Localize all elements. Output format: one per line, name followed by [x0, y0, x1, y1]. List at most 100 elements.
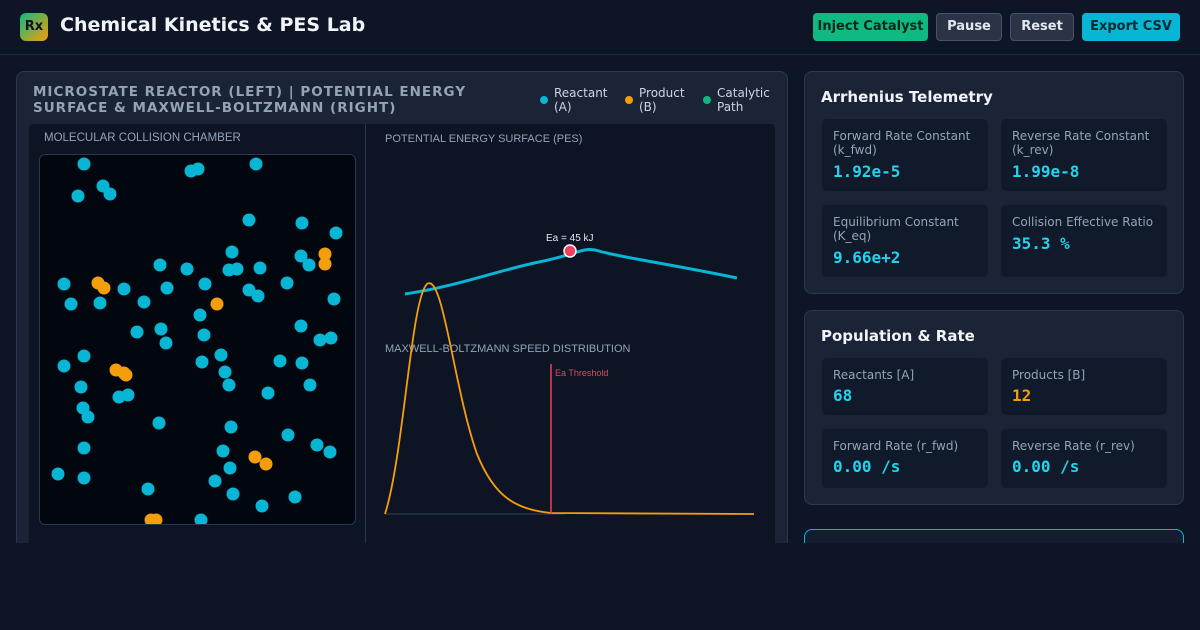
- reactant-molecule: [93, 296, 107, 310]
- catalytic-dot-icon: [703, 96, 711, 104]
- reactant-molecule: [294, 319, 308, 333]
- reactant-molecule: [64, 297, 78, 311]
- reverse-rate-value: 0.00 /s: [1012, 457, 1080, 476]
- reactant-molecule: [302, 258, 316, 272]
- reactant-molecule: [261, 386, 275, 400]
- reactant-dot-icon: [540, 96, 548, 104]
- maxwell-boltzmann-label: MAXWELL-BOLTZMANN SPEED DISTRIBUTION: [385, 343, 631, 355]
- product-molecule: [248, 450, 262, 464]
- reactant-molecule: [294, 249, 308, 263]
- ea-threshold-label: Ea Threshold: [555, 368, 608, 378]
- reactant-molecule: [295, 356, 309, 370]
- reactant-molecule: [327, 292, 341, 306]
- product-dot-icon: [625, 96, 633, 104]
- k-rev-value: 1.99e-8: [1012, 162, 1080, 181]
- population-title: Population & Rate: [821, 327, 975, 345]
- reactant-molecule: [280, 276, 294, 290]
- app-header: Rx Chemical Kinetics & PES Lab Inject Ca…: [0, 0, 1200, 55]
- app-title: Chemical Kinetics & PES Lab: [60, 14, 366, 36]
- product-molecule: [318, 257, 332, 271]
- reactant-molecule: [154, 322, 168, 336]
- reactant-molecule: [51, 467, 65, 481]
- pes-curve: [404, 247, 738, 296]
- activation-energy-label: Ea = 45 kJ: [546, 233, 594, 244]
- reactant-molecule: [216, 444, 230, 458]
- chamber-label: MOLECULAR COLLISION CHAMBER: [44, 132, 241, 144]
- reactant-molecule: [160, 281, 174, 295]
- k-fwd-value: 1.92e-5: [833, 162, 901, 181]
- reactant-molecule: [121, 388, 135, 402]
- reactant-molecule: [225, 245, 239, 259]
- collision-ratio-tile: Collision Effective Ratio 35.3 %: [1001, 205, 1167, 277]
- product-molecule: [97, 281, 111, 295]
- reactant-molecule: [74, 380, 88, 394]
- reactant-molecule: [77, 157, 91, 171]
- legend-item-reactant: Reactant (A): [540, 86, 614, 114]
- reactant-molecule: [273, 354, 287, 368]
- reactant-molecule: [310, 438, 324, 452]
- forward-rate-tile: Forward Rate (r_fwd) 0.00 /s: [822, 429, 988, 488]
- reactant-molecule: [208, 474, 222, 488]
- reactant-molecule: [281, 428, 295, 442]
- reactant-molecule: [214, 348, 228, 362]
- reactant-molecule: [226, 487, 240, 501]
- maxwell-boltzmann-curve: [384, 282, 755, 515]
- reactant-molecule: [137, 295, 151, 309]
- reactant-molecule: [57, 359, 71, 373]
- reactant-molecule: [242, 213, 256, 227]
- export-csv-button[interactable]: Export CSV: [1082, 13, 1180, 41]
- collision-chamber[interactable]: [39, 154, 356, 525]
- reactant-molecule: [191, 162, 205, 176]
- collision-ratio-value: 35.3 %: [1012, 234, 1070, 253]
- app-logo: Rx: [20, 13, 48, 41]
- reactant-molecule: [323, 445, 337, 459]
- products-tile: Products [B] 12: [1001, 358, 1167, 415]
- reactant-molecule: [180, 262, 194, 276]
- population-card: Population & Rate Reactants [A] 68 Produ…: [804, 310, 1184, 505]
- k-fwd-tile: Forward Rate Constant (k_fwd) 1.92e-5: [822, 119, 988, 191]
- viewport-bottom: [0, 543, 1200, 630]
- reactant-molecule: [77, 349, 91, 363]
- reactant-molecule: [159, 336, 173, 350]
- arrhenius-card: Arrhenius Telemetry Forward Rate Constan…: [804, 71, 1184, 294]
- product-molecule: [210, 297, 224, 311]
- product-molecule: [318, 247, 332, 261]
- k-rev-tile: Reverse Rate Constant (k_rev) 1.99e-8: [1001, 119, 1167, 191]
- reset-button[interactable]: Reset: [1010, 13, 1074, 41]
- reactant-molecule: [76, 401, 90, 415]
- reactant-molecule: [324, 331, 338, 345]
- pause-button[interactable]: Pause: [936, 13, 1002, 41]
- reactant-molecule: [77, 471, 91, 485]
- legend-item-catalytic-path: Catalytic Path: [703, 86, 777, 114]
- reactant-molecule: [251, 289, 265, 303]
- product-molecule: [117, 366, 131, 380]
- reactant-molecule: [224, 420, 238, 434]
- product-molecule: [149, 513, 163, 524]
- reactant-molecule: [255, 499, 269, 513]
- k-eq-tile: Equilibrium Constant (K_eq) 9.66e+2: [822, 205, 988, 277]
- panel-divider: [365, 124, 366, 584]
- reverse-rate-tile: Reverse Rate (r_rev) 0.00 /s: [1001, 429, 1167, 488]
- reactant-molecule: [253, 261, 267, 275]
- products-value: 12: [1012, 386, 1032, 405]
- inject-catalyst-button[interactable]: Inject Catalyst: [813, 13, 928, 41]
- reactant-molecule: [288, 490, 302, 504]
- forward-rate-value: 0.00 /s: [833, 457, 901, 476]
- molecule-field: [51, 157, 343, 524]
- reactant-molecule: [194, 513, 208, 524]
- reactant-molecule: [195, 355, 209, 369]
- reactant-molecule: [193, 308, 207, 322]
- pes-label: POTENTIAL ENERGY SURFACE (PES): [385, 133, 583, 145]
- reactant-molecule: [197, 328, 211, 342]
- simulation-panel-title: Microstate Reactor (Left) | Potential En…: [33, 84, 467, 116]
- transition-state-marker: [563, 244, 577, 258]
- reactant-molecule: [117, 282, 131, 296]
- reactants-tile: Reactants [A] 68: [822, 358, 988, 415]
- reactant-molecule: [222, 378, 236, 392]
- reactant-molecule: [77, 441, 91, 455]
- reactant-molecule: [198, 277, 212, 291]
- reactant-molecule: [141, 482, 155, 496]
- simulation-panel: Microstate Reactor (Left) | Potential En…: [16, 71, 788, 584]
- reactant-molecule: [71, 189, 85, 203]
- reactant-molecule: [130, 325, 144, 339]
